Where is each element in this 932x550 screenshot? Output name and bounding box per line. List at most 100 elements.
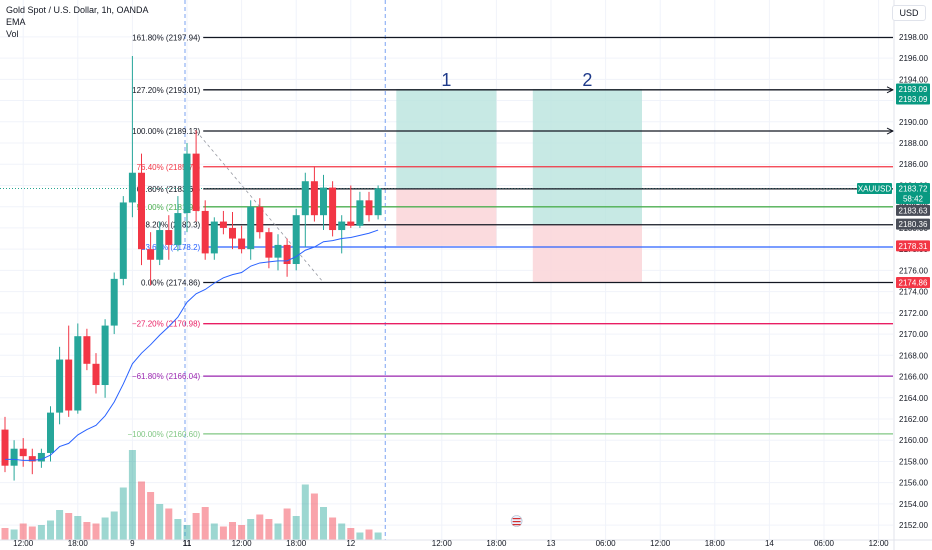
candle-body bbox=[265, 232, 273, 258]
position-number-label: 1 bbox=[441, 70, 451, 90]
volume-bar bbox=[147, 492, 155, 540]
fib-level-label: 76.40% (2185.76) bbox=[137, 163, 201, 172]
price-label-text: 2183.72 bbox=[899, 184, 928, 193]
volume-bar bbox=[320, 507, 327, 540]
volume-indicator-label[interactable]: Vol bbox=[6, 29, 19, 39]
volume-bar bbox=[28, 526, 36, 540]
position-stop-zone bbox=[396, 188, 497, 246]
position-stop-zone bbox=[532, 224, 642, 283]
candle-body bbox=[74, 336, 82, 411]
time-axis: 12:00 18:00 9 11 12:00 18:00 12 12:00 18:00 13 06:… bbox=[0, 515, 932, 548]
candle-body bbox=[210, 221, 218, 254]
candle-body bbox=[192, 153, 200, 211]
candle-body bbox=[101, 325, 109, 386]
price-tick-label: 2188.00 bbox=[899, 139, 928, 148]
candle-body bbox=[147, 249, 155, 260]
fib-arrow bbox=[886, 127, 895, 135]
time-tick-label: 12 bbox=[346, 539, 355, 548]
price-tick-label: 2162.00 bbox=[899, 415, 928, 424]
volume-bars bbox=[1, 450, 382, 540]
price-tick-label: 2190.00 bbox=[899, 118, 928, 127]
volume-bar bbox=[265, 519, 273, 540]
candle-body bbox=[238, 238, 246, 250]
volume-bar bbox=[1, 528, 9, 540]
candlesticks bbox=[1, 55, 382, 481]
candle-body bbox=[1, 429, 9, 466]
price-tick-label: 2156.00 bbox=[899, 479, 928, 488]
price-label-text: 2193.09 bbox=[899, 95, 928, 104]
price-tick-label: 2152.00 bbox=[899, 521, 928, 530]
volume-bar bbox=[292, 516, 300, 540]
price-label-text: 58:42 bbox=[903, 194, 924, 203]
volume-bar bbox=[10, 529, 18, 540]
price-label-text: 2193.09 bbox=[899, 85, 928, 94]
time-tick-label: 06:00 bbox=[596, 539, 617, 548]
price-label-box bbox=[896, 276, 930, 288]
volume-bar bbox=[83, 522, 91, 540]
fib-level-label: 100.00% (2189.13) bbox=[132, 127, 200, 136]
ema-line-layer bbox=[5, 229, 379, 461]
volume-bar bbox=[56, 510, 64, 540]
volume-bar bbox=[283, 508, 291, 540]
price-axis: 2152.00 2154.00 2156.00 2158.00 2160.00 2162.… bbox=[893, 0, 928, 550]
volume-bar bbox=[165, 508, 173, 540]
volume-bar bbox=[210, 523, 218, 540]
volume-bar bbox=[274, 523, 282, 540]
ema-indicator-label[interactable]: EMA bbox=[6, 17, 26, 27]
candle-body bbox=[165, 230, 173, 245]
price-label-text: XAUUSD bbox=[858, 184, 892, 193]
candle-body bbox=[374, 188, 382, 216]
fib-level-label: 50.00% (2181.99) bbox=[137, 203, 201, 212]
volume-bar bbox=[110, 511, 118, 540]
candle-body bbox=[292, 215, 300, 265]
price-label-box bbox=[857, 182, 892, 194]
price-tick-label: 2168.00 bbox=[899, 351, 928, 360]
position-number-label: 2 bbox=[582, 70, 592, 90]
volume-bar bbox=[183, 525, 191, 540]
volume-bar bbox=[128, 450, 136, 540]
candle-body bbox=[10, 448, 18, 466]
price-label-box bbox=[896, 93, 930, 105]
candle-body bbox=[301, 181, 309, 216]
candle-body bbox=[201, 210, 209, 254]
candle-body bbox=[174, 213, 182, 245]
price-label-text: 2180.36 bbox=[899, 220, 928, 229]
volume-bar bbox=[92, 523, 100, 540]
candle-body bbox=[65, 359, 73, 411]
price-tick-label: 2176.00 bbox=[899, 266, 928, 275]
price-label-text: 2174.86 bbox=[899, 278, 928, 287]
fib-level-label: −27.20% (2170.98) bbox=[132, 320, 201, 329]
candle-body bbox=[247, 206, 255, 250]
price-tick-label: 2154.00 bbox=[899, 500, 928, 509]
price-label-box bbox=[896, 83, 930, 95]
fib-level-label: −61.80% (2166.04) bbox=[132, 372, 201, 381]
price-tick-label: 2196.00 bbox=[899, 54, 928, 63]
volume-bar bbox=[74, 516, 82, 540]
time-tick-label: 18:00 bbox=[486, 539, 507, 548]
candle-body bbox=[119, 202, 127, 279]
candle-body bbox=[183, 153, 191, 214]
price-tick-label: 2170.00 bbox=[899, 330, 928, 339]
currency-label[interactable]: USD bbox=[892, 5, 926, 21]
candle-body bbox=[356, 200, 364, 226]
fib-level-label: −100.00% (2160.60) bbox=[127, 430, 200, 439]
volume-bar bbox=[256, 514, 264, 540]
volume-bar bbox=[338, 523, 346, 540]
volume-bar bbox=[356, 532, 364, 540]
volume-bar bbox=[247, 519, 255, 540]
volume-bar bbox=[347, 528, 355, 540]
candle-body bbox=[92, 363, 100, 386]
price-label-box bbox=[896, 240, 930, 252]
fib-arrow bbox=[886, 86, 895, 94]
candle-body bbox=[256, 206, 264, 233]
volume-bar bbox=[101, 517, 109, 540]
time-tick-label: 12:00 bbox=[232, 539, 253, 548]
volume-bar bbox=[174, 519, 182, 540]
symbol-title[interactable]: Gold Spot / U.S. Dollar, 1h, OANDA bbox=[6, 5, 149, 15]
candle-body bbox=[229, 227, 236, 239]
us-flag-stripe bbox=[512, 518, 521, 520]
price-tick-label: 2166.00 bbox=[899, 373, 928, 382]
volume-bar bbox=[119, 487, 127, 540]
